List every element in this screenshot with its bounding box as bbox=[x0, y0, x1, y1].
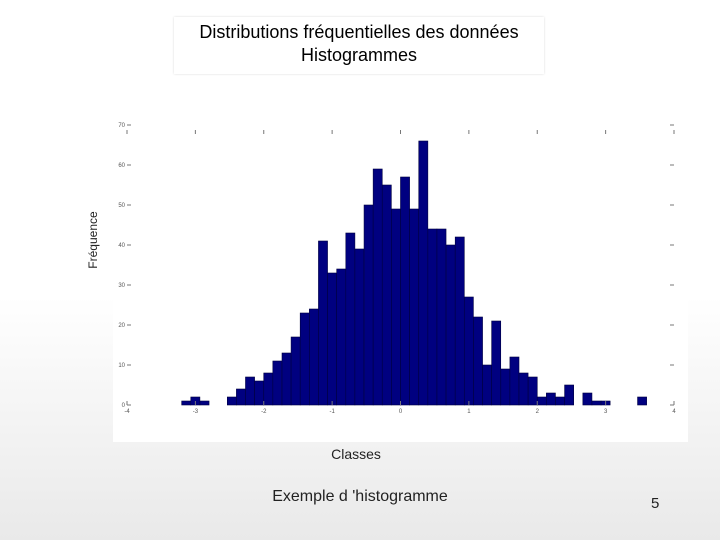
x-tick-label: 4 bbox=[672, 409, 676, 415]
y-tick-label: 60 bbox=[118, 163, 125, 169]
x-tick-label: 1 bbox=[467, 409, 471, 415]
x-axis-label: Classes bbox=[331, 446, 381, 462]
histogram-bar bbox=[491, 320, 502, 406]
y-tick-label: 40 bbox=[118, 243, 125, 249]
y-tick-label: 20 bbox=[118, 323, 125, 329]
histogram-bar bbox=[227, 396, 237, 406]
histogram-bar bbox=[199, 400, 210, 406]
histogram-bar bbox=[254, 380, 265, 406]
y-tick-label: 70 bbox=[118, 123, 125, 129]
histogram-bar bbox=[418, 140, 429, 406]
histogram-bar bbox=[637, 396, 647, 406]
histogram-bar bbox=[527, 376, 538, 406]
histogram-bar bbox=[318, 240, 328, 406]
y-tick-label: 0 bbox=[122, 403, 126, 409]
histogram-bar bbox=[427, 228, 438, 406]
histogram-bar bbox=[272, 360, 283, 406]
histogram-bar bbox=[436, 228, 447, 406]
histogram-bar bbox=[181, 400, 192, 406]
chart-title: Distributions fréquentielles des données… bbox=[174, 17, 544, 74]
x-tick-label: -3 bbox=[193, 409, 199, 415]
histogram-bar bbox=[281, 352, 292, 406]
chart-title-line2: Histogrammes bbox=[300, 45, 418, 65]
histogram-bar bbox=[363, 204, 374, 406]
histogram-bar bbox=[290, 336, 301, 406]
histogram-bar bbox=[299, 312, 310, 406]
y-axis-label: Fréquence bbox=[86, 211, 100, 269]
histogram-bar bbox=[409, 208, 419, 406]
histogram-bar bbox=[582, 392, 593, 406]
x-tick-label: 3 bbox=[604, 409, 608, 415]
x-tick-label: 0 bbox=[399, 409, 403, 415]
figure-caption: Exemple d 'histogramme bbox=[272, 488, 448, 505]
histogram-bar bbox=[509, 356, 520, 406]
histogram-bar bbox=[445, 244, 456, 406]
histogram-bar bbox=[336, 268, 347, 406]
histogram-bar bbox=[372, 168, 383, 406]
histogram-bar bbox=[482, 364, 492, 406]
histogram-bar bbox=[473, 316, 483, 406]
histogram-bar bbox=[263, 372, 274, 406]
y-tick-label: 10 bbox=[118, 363, 125, 369]
histogram-bar bbox=[309, 308, 319, 406]
histogram-bar bbox=[400, 176, 410, 406]
histogram-bar bbox=[564, 384, 574, 406]
histogram-bar bbox=[327, 272, 337, 406]
histogram-bar bbox=[454, 236, 465, 406]
histogram-bar bbox=[381, 184, 392, 406]
y-tick-label: 50 bbox=[118, 203, 125, 209]
histogram-bar bbox=[345, 232, 356, 406]
histogram-bar bbox=[500, 368, 511, 406]
plot-panel: 0 10 20 30 40 50 60 70 -4 -3 -2 -1 0 1 2 3 4 bbox=[113, 101, 688, 442]
histogram-bar bbox=[518, 372, 529, 406]
histogram-chart: 0 10 20 30 40 50 60 70 -4 -3 -2 -1 0 1 2 3 4 bbox=[118, 123, 676, 415]
histogram-bar bbox=[236, 388, 246, 406]
page-number: 5 bbox=[651, 495, 660, 512]
histogram-bar bbox=[546, 392, 556, 406]
histogram-bar bbox=[391, 208, 401, 406]
histogram-bar bbox=[536, 396, 547, 406]
histogram-bar bbox=[245, 376, 255, 406]
histogram-bar bbox=[555, 396, 565, 406]
x-tick-label: 2 bbox=[536, 409, 540, 415]
x-tick-label: -2 bbox=[261, 409, 267, 415]
chart-title-line1: Distributions fréquentielles des données bbox=[199, 22, 519, 42]
x-tick-label: -1 bbox=[329, 409, 335, 415]
histogram-bar bbox=[463, 296, 474, 406]
histogram-bar bbox=[354, 248, 365, 406]
histogram-bar bbox=[591, 400, 602, 406]
y-tick-label: 30 bbox=[118, 283, 125, 289]
x-tick-label: -4 bbox=[124, 409, 130, 415]
